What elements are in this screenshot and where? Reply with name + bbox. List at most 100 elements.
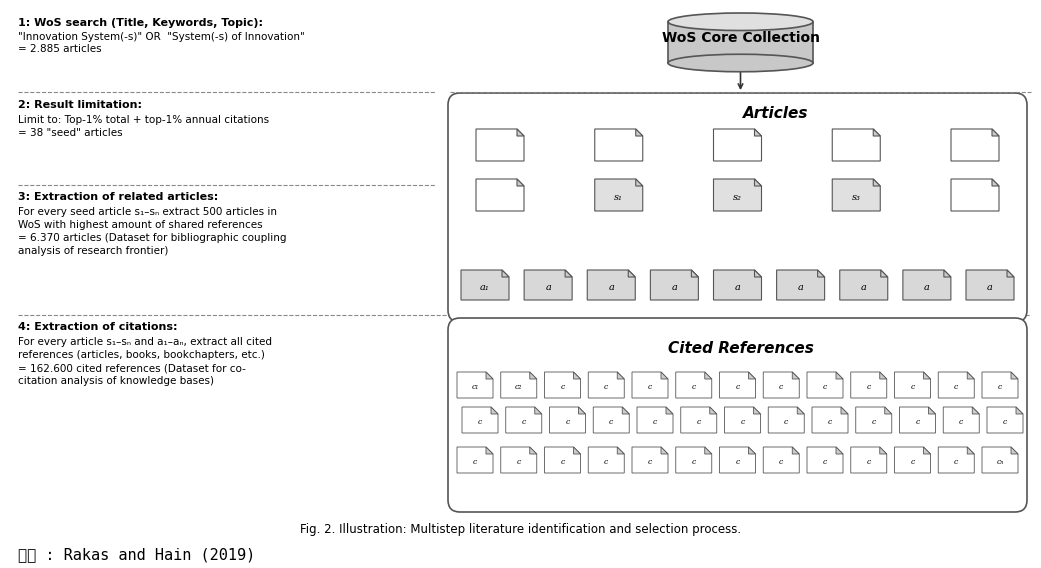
Polygon shape (719, 447, 756, 473)
Text: c: c (828, 418, 832, 426)
Text: Cited References: Cited References (667, 340, 813, 356)
Text: c: c (609, 418, 613, 426)
Polygon shape (506, 407, 541, 433)
Polygon shape (850, 447, 887, 473)
Ellipse shape (668, 55, 813, 72)
Polygon shape (982, 372, 1018, 398)
Text: c: c (696, 418, 701, 426)
Polygon shape (754, 407, 761, 414)
Text: s₁: s₁ (614, 193, 624, 202)
Polygon shape (476, 129, 524, 161)
Text: For every article s₁–sₙ and a₁–aₙ, extract all cited: For every article s₁–sₙ and a₁–aₙ, extra… (18, 337, 272, 347)
Polygon shape (530, 372, 537, 379)
Polygon shape (812, 407, 848, 433)
Polygon shape (676, 447, 712, 473)
Polygon shape (632, 447, 668, 473)
Polygon shape (951, 179, 999, 211)
Polygon shape (1016, 407, 1023, 414)
Polygon shape (705, 372, 712, 379)
Text: a: a (797, 282, 804, 291)
Text: c: c (822, 383, 828, 391)
Text: c: c (560, 383, 564, 391)
Polygon shape (502, 270, 509, 277)
Polygon shape (840, 270, 888, 300)
Polygon shape (899, 407, 936, 433)
Polygon shape (768, 407, 805, 433)
Text: "Innovation System(-s)" OR  "System(-s) of Innovation": "Innovation System(-s)" OR "System(-s) o… (18, 32, 305, 42)
Polygon shape (491, 407, 498, 414)
Text: 출처 : Rakas and Hain (2019): 출처 : Rakas and Hain (2019) (18, 548, 255, 562)
Text: c: c (473, 458, 477, 466)
Polygon shape (486, 447, 493, 454)
Polygon shape (966, 270, 1014, 300)
Polygon shape (579, 407, 585, 414)
Polygon shape (987, 407, 1023, 433)
Polygon shape (636, 129, 642, 136)
Polygon shape (457, 447, 493, 473)
Text: c: c (691, 458, 695, 466)
Text: = 162.600 cited references (Dataset for co-: = 162.600 cited references (Dataset for … (18, 363, 246, 373)
Polygon shape (755, 179, 762, 186)
Polygon shape (792, 447, 799, 454)
Polygon shape (951, 129, 999, 161)
Polygon shape (517, 179, 524, 186)
Polygon shape (713, 129, 762, 161)
Text: c: c (648, 383, 652, 391)
Text: a₁: a₁ (480, 282, 490, 291)
Polygon shape (594, 179, 642, 211)
Polygon shape (476, 179, 524, 211)
Text: c: c (691, 383, 695, 391)
Polygon shape (944, 270, 950, 277)
Polygon shape (873, 179, 881, 186)
Polygon shape (836, 447, 843, 454)
Text: c: c (998, 383, 1002, 391)
Polygon shape (841, 407, 848, 414)
Polygon shape (763, 372, 799, 398)
Polygon shape (1011, 372, 1018, 379)
Polygon shape (748, 372, 756, 379)
Polygon shape (501, 447, 537, 473)
Polygon shape (755, 270, 762, 277)
Polygon shape (544, 447, 581, 473)
FancyBboxPatch shape (448, 318, 1027, 512)
Text: c: c (516, 458, 520, 466)
Text: c: c (779, 383, 784, 391)
Text: c: c (959, 418, 963, 426)
Polygon shape (691, 270, 699, 277)
Polygon shape (943, 407, 980, 433)
Polygon shape (623, 407, 629, 414)
Polygon shape (574, 372, 581, 379)
Polygon shape (850, 372, 887, 398)
Text: Limit to: Top-1% total + top-1% annual citations: Limit to: Top-1% total + top-1% annual c… (18, 115, 270, 125)
Polygon shape (967, 447, 974, 454)
Text: s₂: s₂ (733, 193, 742, 202)
Polygon shape (992, 129, 999, 136)
Text: references (articles, books, bookchapters, etc.): references (articles, books, bookchapter… (18, 350, 264, 360)
Polygon shape (666, 407, 672, 414)
Polygon shape (873, 129, 881, 136)
Text: For every seed article s₁–sₙ extract 500 articles in: For every seed article s₁–sₙ extract 500… (18, 207, 277, 217)
Polygon shape (1011, 447, 1018, 454)
Polygon shape (535, 407, 541, 414)
Polygon shape (938, 372, 974, 398)
Text: Fig. 2. Illustration: Multistep literature identification and selection process.: Fig. 2. Illustration: Multistep literatu… (301, 524, 741, 537)
Polygon shape (574, 447, 581, 454)
Polygon shape (486, 372, 493, 379)
Text: c: c (604, 383, 608, 391)
Text: c: c (653, 418, 657, 426)
Text: s₃: s₃ (852, 193, 861, 202)
Text: c: c (866, 458, 871, 466)
Text: c: c (779, 458, 784, 466)
Polygon shape (617, 372, 625, 379)
Polygon shape (894, 372, 931, 398)
Polygon shape (676, 372, 712, 398)
Polygon shape (629, 270, 635, 277)
Polygon shape (617, 447, 625, 454)
Text: a: a (861, 282, 867, 291)
Polygon shape (792, 372, 799, 379)
Polygon shape (588, 447, 625, 473)
Text: a: a (608, 282, 614, 291)
Ellipse shape (668, 13, 813, 31)
Polygon shape (880, 447, 887, 454)
Polygon shape (457, 372, 493, 398)
